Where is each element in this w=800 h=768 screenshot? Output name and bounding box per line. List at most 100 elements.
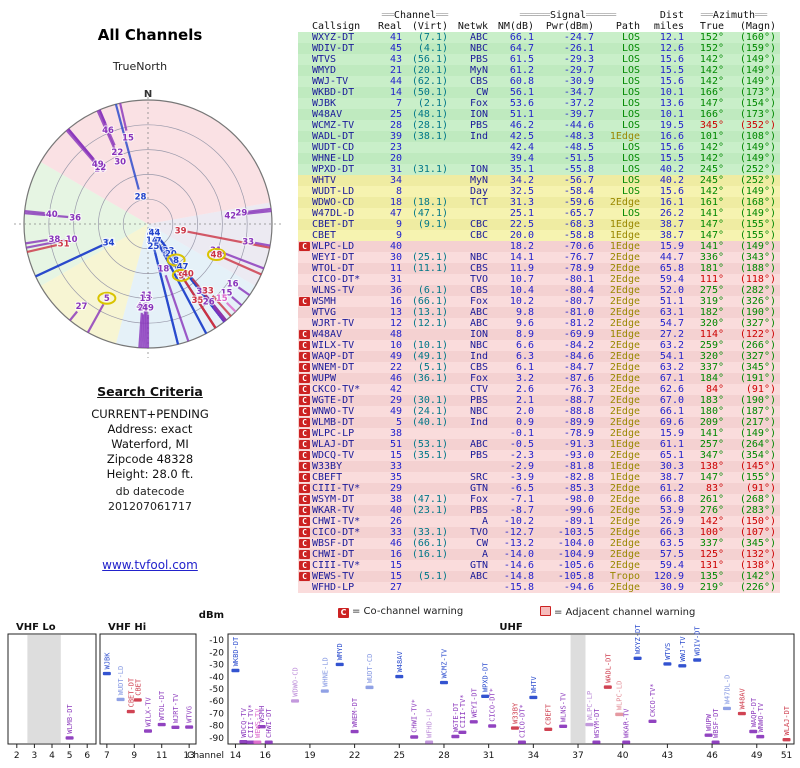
warning-spacer — [298, 131, 312, 142]
miles-cell: 12.1 — [659, 32, 684, 43]
table-row: WDWO-CD 18 (18.1) TCT 31.3 -59.6 2Edge 16.1 161°… — [298, 197, 780, 208]
channel-tick-label: 4 — [49, 751, 55, 761]
callsign-cell: WMYD — [312, 65, 337, 76]
warning-spacer — [298, 142, 312, 153]
virtual-channel-cell — [406, 483, 452, 494]
azimuth-magn-cell: (191°) — [739, 373, 776, 384]
table-column-header: Callsign Real (Virt) Netwk NM(dB) Pwr(dB… — [298, 21, 780, 32]
channel-label: 18 — [157, 265, 169, 275]
table-row: WUDT-LD 8 Day 32.5 -58.4 LOS 15.6 142° (149°) — [298, 186, 780, 197]
pwr-cell: -99.6 — [563, 505, 594, 516]
virtual-channel-cell — [406, 560, 452, 571]
channel-tick-label: 3 — [32, 751, 38, 761]
co-channel-warning-marker: C — [298, 362, 312, 373]
real-channel-cell: 40 — [389, 241, 402, 252]
azimuth-magn-cell: (107°) — [739, 527, 776, 538]
azimuth-magn-cell: (150°) — [739, 516, 776, 527]
signal-marker — [451, 734, 460, 739]
miles-cell: 15.5 — [659, 65, 684, 76]
azimuth-magn-cell: (345°) — [739, 362, 776, 373]
real-channel-cell: 49 — [389, 351, 402, 362]
signal-marker — [693, 658, 702, 662]
azimuth-true-cell: 147° — [699, 230, 724, 241]
real-channel-cell: 39 — [389, 131, 402, 142]
pwr-cell: -80.4 — [563, 285, 594, 296]
channel-label: 45 — [147, 229, 159, 239]
azimuth-true-cell: 152° — [699, 43, 724, 54]
pwr-cell: -65.7 — [563, 208, 594, 219]
miles-cell: 38.7 — [659, 230, 684, 241]
virtual-channel-cell — [406, 274, 452, 285]
pwr-cell: -44.6 — [563, 120, 594, 131]
path-cell: LOS — [621, 142, 640, 153]
azimuth-magn-cell: (252°) — [739, 175, 776, 186]
station-label: WKBD-DT — [232, 636, 240, 666]
real-channel-cell: 8 — [395, 186, 402, 197]
nm-cell: 2.0 — [515, 406, 534, 417]
nm-cell: 2.1 — [515, 395, 534, 406]
station-label: WDCQ-TV — [240, 707, 248, 737]
station-label: CICO-DT* — [489, 688, 497, 722]
col-magn: (Magn) — [739, 21, 776, 32]
azimuth-true-cell: 245° — [699, 164, 724, 175]
nm-cell: 10.4 — [509, 285, 534, 296]
dbm-tick-label: -70 — [209, 709, 224, 719]
criteria-line: Height: 28.0 ft. — [106, 467, 194, 481]
real-channel-cell: 46 — [389, 373, 402, 384]
azimuth-magn-cell: (149°) — [739, 65, 776, 76]
network-cell — [452, 241, 492, 252]
pwr-cell: -84.6 — [563, 351, 594, 362]
pwr-cell: -105.6 — [557, 560, 594, 571]
network-cell — [452, 461, 492, 472]
azimuth-true-cell: 275° — [699, 285, 724, 296]
table-row: WUDT-CD 23 42.4 -48.5 LOS 15.6 142° (149°) — [298, 142, 780, 153]
co-channel-warning-marker: C — [298, 406, 312, 417]
table-row: W48AV 25 (48.1) ION 51.1 -39.7 LOS 10.1 166° (173… — [298, 109, 780, 120]
azimuth-true-cell: 142° — [699, 186, 724, 197]
network-cell: Ind — [469, 351, 488, 362]
callsign-cell: WLMB-DT — [312, 417, 355, 428]
miles-cell: 16.6 — [659, 131, 684, 142]
path-cell: 2Edge — [609, 340, 640, 351]
signal-spoke — [119, 102, 128, 131]
station-label: WLMB-DT — [66, 703, 74, 733]
azimuth-true-cell: 219° — [699, 582, 724, 593]
azimuth-true-cell: 100° — [699, 527, 724, 538]
signal-spoke — [114, 103, 140, 190]
channel-label: 7 — [156, 236, 162, 246]
tvfool-link[interactable]: www.tvfool.com — [102, 558, 198, 572]
signal-spoke — [86, 303, 105, 333]
network-cell: Fox — [469, 296, 488, 307]
table-row: WTOL-DT 11 (11.1) CBS 11.9 -78.9 2Edge 65.8 181°… — [298, 263, 780, 274]
channel-tick-label: 49 — [751, 751, 763, 761]
nm-cell: 14.1 — [509, 252, 534, 263]
virtual-channel-cell: (13.1) — [411, 307, 448, 318]
azimuth-true-cell: 147° — [699, 472, 724, 483]
station-label: WGTE-DT — [452, 702, 460, 732]
path-cell: 2Edge — [609, 538, 640, 549]
signal-marker — [458, 730, 467, 735]
table-row: C CKCO-TV* 42 CTV 2.6 -76.3 2Edge 62.6 84° (91°) — [298, 384, 780, 395]
channel-tick-label: 9 — [131, 751, 137, 761]
co-channel-warning-marker: C — [298, 538, 312, 549]
station-label: CIII-TV* — [247, 704, 255, 738]
callsign-cell: CBET-DT — [312, 219, 355, 230]
signal-marker — [559, 724, 568, 729]
miles-cell: 54.1 — [659, 351, 684, 362]
nm-cell: -15.8 — [503, 582, 534, 593]
station-table: ══Channel══ ═════Signal═════ Dist ══Azim… — [298, 10, 780, 593]
virtual-channel-cell — [406, 472, 452, 483]
path-cell: 2Edge — [609, 384, 640, 395]
table-row: WJRT-TV 12 (12.1) ABC 9.6 -81.2 2Edge 54.7 320° (… — [298, 318, 780, 329]
miles-cell: 13.6 — [659, 98, 684, 109]
virtual-channel-cell — [406, 329, 452, 340]
azimuth-true-cell: 345° — [699, 120, 724, 131]
warning-spacer — [298, 120, 312, 131]
miles-cell: 15.6 — [659, 186, 684, 197]
pwr-cell: -70.6 — [563, 241, 594, 252]
channel-label: 25 — [148, 242, 160, 252]
pwr-cell: -48.5 — [563, 142, 594, 153]
station-label: WHNE-LD — [321, 657, 329, 687]
channel-label: 41 — [147, 229, 159, 239]
network-cell: CBS — [469, 362, 488, 373]
